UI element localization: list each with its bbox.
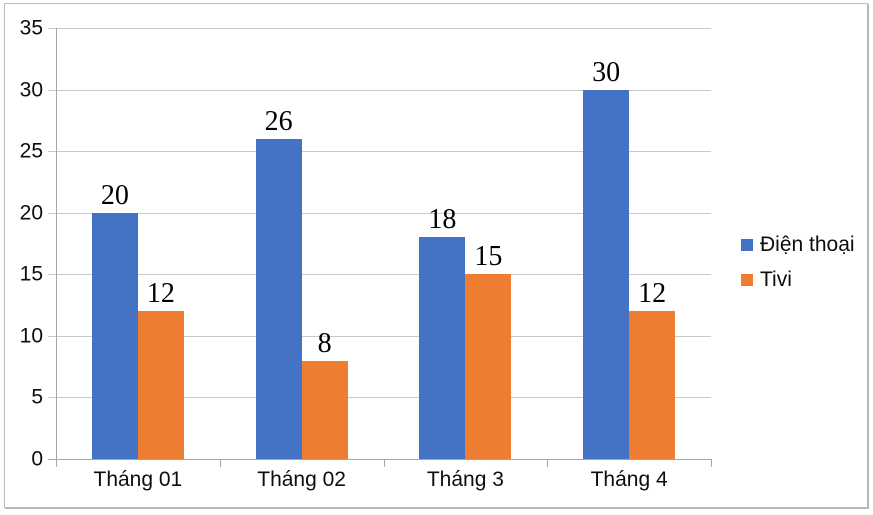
bar-groups: 20 12 26 8 18 15 30 12 [56, 28, 711, 459]
x-axis-tick [547, 459, 549, 467]
legend-label: Tivi [760, 268, 792, 292]
gridline [48, 397, 711, 398]
y-tick-label: 15 [19, 262, 43, 286]
bar-group: 20 12 [56, 28, 220, 459]
bar-value-label: 12 [638, 278, 667, 310]
plot-area: 20 12 26 8 18 15 30 12 [48, 28, 712, 467]
bar-value-label: 26 [264, 105, 293, 137]
bar-series-1-cat-3: 12 [629, 280, 676, 459]
y-tick-label: 0 [31, 447, 43, 471]
x-axis-line [48, 459, 711, 460]
bar-series-0-cat-0: 20 [91, 181, 138, 459]
bar-value-label: 30 [592, 56, 621, 88]
x-tick-label: Tháng 3 [426, 468, 504, 491]
bar-series-1-cat-1: 8 [301, 329, 348, 459]
bar-series-1-cat-2: 15 [465, 243, 512, 459]
legend-item-0: Điện thoại [741, 233, 855, 256]
y-tick-label: 20 [19, 201, 43, 225]
x-axis-labels: Tháng 01 Tháng 02 Tháng 3 Tháng 4 [56, 468, 711, 492]
y-tick-label: 5 [31, 385, 43, 409]
gridline [48, 151, 711, 152]
gridline [48, 336, 711, 337]
bar-value-label: 12 [146, 278, 175, 310]
x-tick-label: Tháng 01 [93, 468, 183, 491]
legend-swatch-icon [741, 273, 753, 286]
y-tick-label: 35 [19, 16, 43, 40]
bar-value-label: 20 [100, 179, 129, 211]
bar-series-0-cat-3: 30 [583, 58, 630, 459]
legend-label: Điện thoại [760, 233, 855, 256]
gridline [48, 213, 711, 214]
bar-group: 30 12 [547, 28, 711, 459]
x-tick-label: Tháng 4 [590, 468, 668, 491]
legend-swatch-icon [741, 238, 753, 251]
gridline [48, 90, 711, 91]
x-ticks [56, 459, 712, 467]
bar-group: 18 15 [384, 28, 548, 459]
x-axis-tick [383, 459, 385, 467]
legend: Điện thoại Tivi [741, 233, 855, 291]
legend-item-1: Tivi [741, 268, 855, 291]
x-axis-tick [711, 459, 712, 467]
gridline [48, 28, 711, 29]
bar-value-label: 8 [317, 327, 332, 359]
y-tick-label: 10 [19, 324, 43, 348]
bar-group: 26 8 [220, 28, 384, 459]
y-axis-line [56, 28, 57, 459]
gridline [48, 274, 711, 275]
y-tick-label: 25 [19, 139, 43, 163]
chart-frame: 20 12 26 8 18 15 30 12 0 5 10 15 20 25 30 35 Tháng 01 T… [4, 3, 868, 508]
x-axis-tick [219, 459, 221, 467]
bar-series-1-cat-0: 12 [137, 280, 184, 459]
x-axis-tick [56, 459, 57, 467]
y-axis-labels: 0 5 10 15 20 25 30 35 [5, 18, 43, 470]
bar-value-label: 18 [428, 204, 457, 236]
bar-series-0-cat-2: 18 [419, 206, 466, 459]
bar-value-label: 15 [474, 241, 503, 273]
y-tick-label: 30 [19, 78, 43, 102]
x-tick-label: Tháng 02 [257, 468, 346, 491]
bar-series-0-cat-1: 26 [255, 107, 302, 459]
